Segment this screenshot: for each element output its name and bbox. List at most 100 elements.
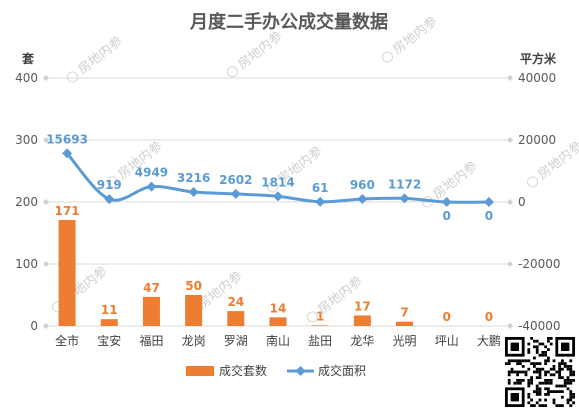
category-label: 罗湖 — [224, 333, 248, 348]
watermark-logo — [422, 196, 434, 208]
bar-value-label: 24 — [227, 295, 244, 309]
qr-module — [549, 373, 553, 377]
qr-module — [558, 376, 561, 379]
qr-module — [519, 381, 522, 385]
category-label: 宝安 — [97, 333, 121, 348]
left-tick-marker — [43, 199, 49, 205]
line-point — [273, 191, 283, 202]
line-point — [62, 148, 73, 159]
qr-module — [530, 404, 533, 407]
bar — [227, 311, 245, 326]
line-value-label: 0 — [443, 209, 451, 223]
left-tick-label: 0 — [30, 319, 38, 333]
qr-module — [535, 390, 539, 393]
category-label: 南山 — [266, 333, 290, 348]
qr-module — [538, 393, 542, 396]
qr-module — [563, 381, 567, 385]
qr-module — [521, 379, 525, 382]
qr-module — [507, 370, 511, 374]
qr-module — [544, 359, 547, 363]
qr-module — [561, 376, 564, 379]
qr-module — [558, 370, 561, 374]
left-tick-label: 100 — [15, 257, 38, 271]
qr-module — [541, 381, 545, 385]
qr-module — [569, 359, 573, 363]
bar — [311, 325, 329, 326]
qr-module — [547, 348, 550, 351]
right-tick-label: 0 — [518, 195, 526, 209]
qr-module — [527, 342, 531, 346]
qr-module — [533, 356, 536, 360]
qr-module — [527, 351, 531, 354]
qr-module — [563, 365, 567, 368]
qr-module — [516, 370, 519, 374]
category-labels: 全市 宝安 福田 龙岗 罗湖 南山 盐田 龙华 光明 坪山 大鹏 — [55, 333, 501, 348]
qr-module — [524, 370, 528, 374]
qr-module — [544, 381, 547, 385]
right-tick-label: 20000 — [518, 133, 556, 147]
qr-module — [569, 390, 573, 393]
legend-bar-label: 成交套数 — [219, 363, 267, 378]
qr-module — [530, 337, 533, 340]
qr-module — [507, 379, 511, 382]
watermark-logo — [307, 311, 319, 323]
qr-module — [530, 362, 533, 365]
watermark-logo — [107, 176, 119, 188]
qr-module — [549, 337, 553, 340]
qr-module — [572, 370, 575, 374]
qr-module — [533, 365, 536, 368]
line-value-label: 15693 — [46, 132, 88, 146]
bar — [185, 295, 203, 326]
qr-module — [561, 395, 564, 399]
right-tick-marker — [507, 199, 513, 205]
qr-module — [538, 362, 542, 365]
line-series — [62, 148, 494, 207]
category-label: 坪山 — [435, 334, 459, 348]
qr-module — [555, 404, 559, 407]
watermark-logo — [527, 176, 539, 188]
qr-module — [538, 370, 542, 374]
right-tick-label: 40000 — [518, 71, 556, 85]
qr-module — [527, 348, 531, 351]
qr-module — [566, 401, 570, 405]
qr-module — [516, 359, 519, 363]
qr-module — [541, 353, 545, 357]
category-label: 龙岗 — [182, 334, 206, 348]
left-tick-marker — [43, 75, 49, 81]
qr-module — [547, 379, 550, 382]
bar-value-label: 0 — [485, 310, 493, 324]
qr-module — [516, 379, 519, 382]
qr-module — [538, 404, 542, 407]
qr-module — [524, 359, 528, 363]
qr-module — [521, 365, 525, 368]
qr-module — [569, 373, 573, 377]
qr-module — [544, 387, 547, 391]
qr-module — [533, 339, 536, 343]
qr-module — [538, 390, 542, 393]
right-axis-ticks: -40000 -20000 0 20000 40000 — [507, 71, 561, 333]
qr-module — [519, 359, 522, 363]
chart-title: 月度二手办公成交量数据 — [189, 11, 388, 33]
watermark-logo — [382, 51, 394, 63]
left-tick-marker — [43, 261, 49, 267]
qr-module — [544, 353, 547, 357]
watermark-text: 房地内参 — [75, 33, 126, 78]
watermark: 房地内参 — [227, 28, 286, 78]
bar — [269, 317, 287, 326]
line-point — [399, 193, 410, 204]
qr-module — [535, 370, 539, 374]
qr-module — [547, 337, 550, 340]
qr-module — [535, 339, 539, 343]
watermark-logo — [67, 71, 79, 83]
qr-module — [572, 395, 575, 399]
line-point — [146, 181, 157, 192]
qr-module — [561, 362, 564, 365]
bar-value-label: 7 — [400, 306, 408, 320]
qr-module — [555, 370, 559, 374]
qr-code-icon — [505, 337, 575, 407]
qr-module — [566, 367, 570, 371]
qr-module — [569, 404, 573, 407]
qr-module — [561, 390, 564, 393]
qr-module — [510, 367, 514, 371]
